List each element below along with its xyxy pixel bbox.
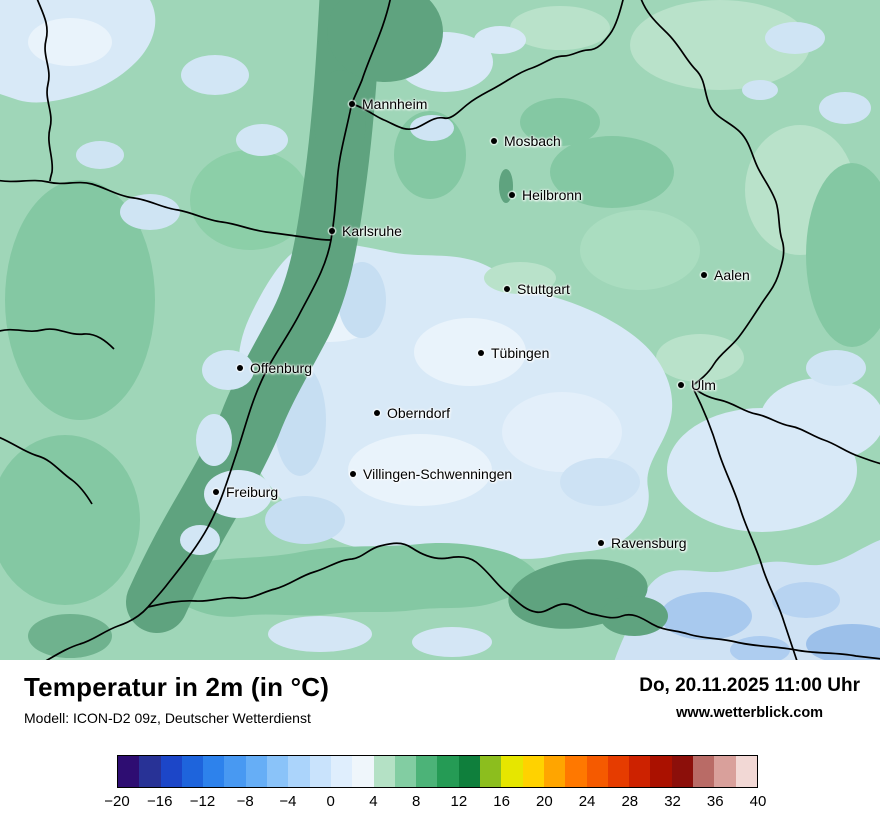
city-dot [598, 540, 604, 546]
legend-tick-label: 36 [706, 793, 724, 810]
city-dot [701, 272, 707, 278]
legend-color-segment [160, 756, 182, 787]
legend-color-segment [714, 756, 736, 787]
city-marker-villingen-schwenningen: Villingen-Schwenningen [350, 467, 512, 481]
legend-color-segment [735, 756, 757, 787]
city-label: Aalen [714, 267, 750, 283]
city-marker-offenburg: Offenburg [237, 361, 312, 375]
legend-color-segment [522, 756, 544, 787]
city-dot [213, 489, 219, 495]
city-dot [678, 382, 684, 388]
legend-color-segment [480, 756, 502, 787]
legend-color-segment [267, 756, 289, 787]
city-label: Ulm [691, 377, 716, 393]
city-marker-ulm: Ulm [678, 378, 716, 392]
page-title: Temperatur in 2m (in °C) [24, 672, 330, 702]
legend-colorbar [117, 755, 758, 788]
legend-tick-label: 20 [535, 793, 553, 810]
city-label: Ravensburg [611, 535, 687, 551]
legend-tick-label: 40 [749, 793, 767, 810]
city-dot [329, 228, 335, 234]
legend-color-segment [671, 756, 694, 787]
temperature-field [0, 0, 880, 660]
legend-tick-label: −12 [189, 793, 216, 810]
city-marker-stuttgart: Stuttgart [504, 282, 570, 296]
legend-color-segment [693, 756, 715, 787]
legend-color-segment [309, 756, 331, 787]
city-dot [478, 350, 484, 356]
legend-color-segment [288, 756, 310, 787]
city-label: Mosbach [504, 133, 561, 149]
temperature-map: Mannheim Mosbach Heilbronn Karlsruhe Stuttga… [0, 0, 880, 660]
website-credit: www.wetterblick.com [676, 705, 824, 721]
city-dot [491, 138, 497, 144]
city-label: Heilbronn [522, 187, 582, 203]
city-marker-mannheim: Mannheim [349, 97, 427, 111]
legend-color-segment [352, 756, 374, 787]
legend-color-segment [629, 756, 651, 787]
legend-tick-label: 12 [450, 793, 468, 810]
legend-tick-label: 28 [621, 793, 639, 810]
city-dot [349, 101, 355, 107]
legend-color-segment [586, 756, 608, 787]
city-marker-heilbronn: Heilbronn [509, 188, 582, 202]
legend-tick-label: −8 [236, 793, 254, 810]
city-marker-karlsruhe: Karlsruhe [329, 224, 402, 238]
legend-tick-label: −4 [279, 793, 297, 810]
model-info: Modell: ICON-D2 09z, Deutscher Wetterdie… [24, 710, 311, 726]
legend-color-segment [373, 756, 395, 787]
legend-color-segment [203, 756, 225, 787]
city-marker-ravensburg: Ravensburg [598, 536, 687, 550]
legend-color-segment [650, 756, 672, 787]
footer: Temperatur in 2m (in °C) Modell: ICON-D2… [0, 660, 880, 830]
city-label: Stuttgart [517, 281, 570, 297]
legend-color-segment [224, 756, 246, 787]
legend-tick-label: −20 [104, 793, 130, 810]
valid-datetime: Do, 20.11.2025 11:00 Uhr [639, 675, 860, 696]
legend-tick-label: 0 [326, 793, 335, 810]
legend-color-segment [416, 756, 438, 787]
legend-tick-label: 8 [411, 793, 421, 810]
legend-tick-label: −16 [146, 793, 173, 810]
city-label: Karlsruhe [342, 223, 402, 239]
city-dot [350, 471, 356, 477]
legend-tick-labels: −20 −16 −12 −8 −4 0 4 8 12 16 20 24 28 32 36 40 [104, 793, 766, 813]
legend-color-segment [543, 756, 566, 787]
city-marker-aalen: Aalen [701, 268, 750, 282]
legend-color-segment [330, 756, 353, 787]
city-dot [237, 365, 243, 371]
datetime-block: Do, 20.11.2025 11:00 Uhr www.wetterblick… [639, 675, 860, 721]
city-marker-mosbach: Mosbach [491, 134, 561, 148]
city-dot [374, 410, 380, 416]
city-marker-t-bingen: Tübingen [478, 346, 549, 360]
legend-tick-label: 32 [664, 793, 681, 810]
city-label: Oberndorf [387, 405, 451, 421]
city-label: Villingen-Schwenningen [363, 466, 513, 482]
legend-color-segment [437, 756, 459, 787]
legend-color-segment [245, 756, 268, 787]
legend-color-segment [501, 756, 523, 787]
city-marker-layer: Mannheim Mosbach Heilbronn Karlsruhe Stuttga… [213, 97, 750, 550]
city-label: Freiburg [226, 484, 279, 500]
legend-color-segment [118, 756, 140, 787]
city-label: Offenburg [250, 360, 313, 376]
legend-color-segment [394, 756, 417, 787]
legend-color-segment [181, 756, 204, 787]
temperature-legend: −20 −16 −12 −8 −4 0 4 8 12 16 20 24 28 32 36 40 [104, 755, 766, 813]
legend-tick-label: 16 [493, 793, 510, 810]
legend-color-segment [458, 756, 481, 787]
legend-color-segment [565, 756, 587, 787]
city-dot [504, 286, 510, 292]
legend-color-segment [139, 756, 161, 787]
city-label: Mannheim [362, 96, 428, 112]
legend-tick-label: 24 [578, 793, 596, 810]
city-dot [509, 192, 515, 198]
city-label: Tübingen [491, 345, 550, 361]
city-marker-freiburg: Freiburg [213, 485, 278, 499]
city-marker-oberndorf: Oberndorf [374, 406, 450, 420]
legend-tick-label: 4 [369, 793, 378, 810]
legend-color-segment [607, 756, 630, 787]
